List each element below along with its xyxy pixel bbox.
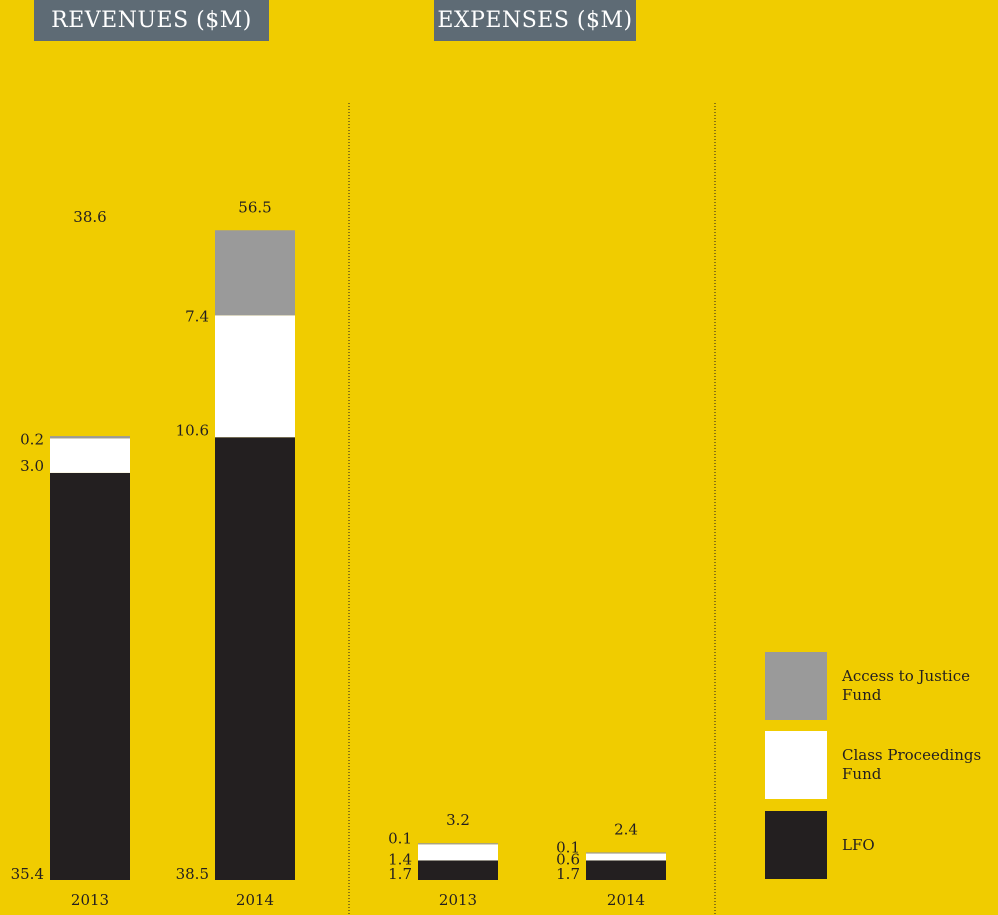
segment-value-label: 1.7 <box>556 865 580 883</box>
x-tick-label: 2013 <box>71 891 109 909</box>
bar-revenue-2014-lfo <box>215 437 295 880</box>
segment-value-label: 35.4 <box>11 865 44 883</box>
bar-expense-2013-lfo <box>418 860 498 880</box>
bar-revenue-2013-class-proceedings <box>50 438 130 473</box>
bar-expense-2014-class-proceedings <box>586 853 666 861</box>
expenses-title: EXPENSES ($M) <box>434 0 636 41</box>
segment-value-label: 1.7 <box>388 865 412 883</box>
segment-value-label: 3.0 <box>20 457 44 475</box>
x-tick-label: 2014 <box>236 891 274 909</box>
legend-swatch-lfo <box>765 811 827 879</box>
legend-label-class-proceedings: Class Proceedings Fund <box>842 746 982 783</box>
x-tick-label: 2014 <box>607 891 645 909</box>
segment-value-label: 38.5 <box>176 865 209 883</box>
segment-value-label: 1.4 <box>388 850 412 868</box>
bar-expense-2013-class-proceedings <box>418 844 498 861</box>
bar-revenue-2014-class-proceedings <box>215 315 295 438</box>
bar-total-label: 38.6 <box>73 208 106 226</box>
segment-value-label: 0.6 <box>556 850 580 868</box>
bar-expense-2014-lfo <box>586 860 666 880</box>
bar-revenue-2013-access-justice <box>50 436 130 439</box>
bars-layer: 38.6 2013 35.4 3.0 0.2 56.5 2014 38.5 10.6 7.4 3.2… <box>11 198 666 909</box>
bar-total-label: 56.5 <box>238 198 271 216</box>
bar-revenue-2014-access-justice <box>215 230 295 316</box>
legend-label-access-justice: Access to Justice Fund <box>842 667 970 704</box>
x-tick-label: 2013 <box>439 891 477 909</box>
bar-total-label: 3.2 <box>446 811 470 829</box>
segment-value-label: 10.6 <box>176 421 209 439</box>
legend-swatch-class-proceedings <box>765 731 827 799</box>
segment-value-label: 0.1 <box>388 829 412 847</box>
legend-swatch-access-justice <box>765 652 827 720</box>
bar-revenue-2013-lfo <box>50 472 130 880</box>
segment-value-label: 7.4 <box>185 307 209 325</box>
bar-expense-2013-access-justice <box>418 843 498 845</box>
segment-value-label: 0.2 <box>20 430 44 448</box>
revenues-title: REVENUES ($M) <box>34 0 269 41</box>
bar-expense-2014-access-justice <box>586 852 666 854</box>
segment-value-label: 0.1 <box>556 839 580 857</box>
legend-label-lfo: LFO <box>842 836 875 854</box>
bar-total-label: 2.4 <box>614 820 638 838</box>
